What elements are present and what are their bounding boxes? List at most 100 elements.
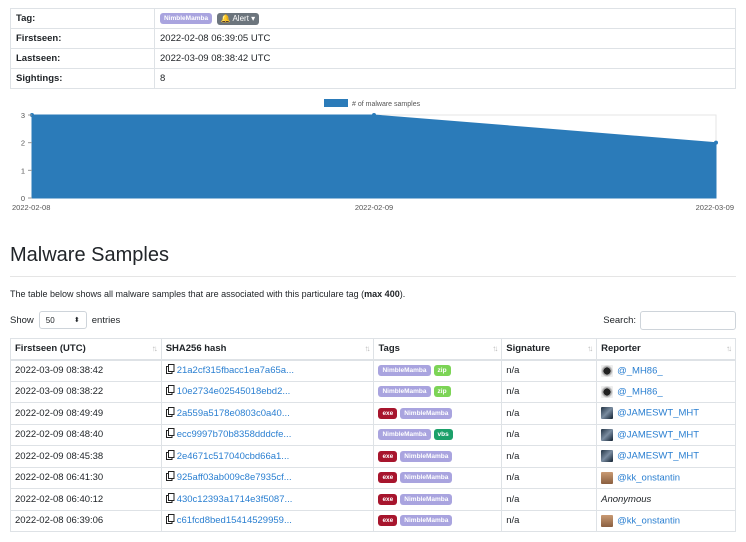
table-row: 2022-02-08 06:39:06 c61fcd8bed15414529959…	[10, 509, 736, 532]
reporter-link[interactable]: @kk_onstantin	[617, 515, 681, 527]
hash-cell: 925aff03ab009c8e7935cf...	[160, 466, 375, 489]
tag-label: Tag:	[10, 8, 155, 29]
column-header[interactable]: Signature ↑↓	[501, 338, 598, 361]
avatar	[601, 471, 614, 484]
avatar	[601, 407, 614, 420]
table-row: 2022-02-09 08:45:38 2e4671c517040cbd66a1.…	[10, 445, 736, 468]
tag-badge[interactable]: NimbleMamba	[160, 13, 213, 24]
hash-cell: c61fcd8bed15414529959...	[160, 509, 375, 532]
tag-badge[interactable]: zip	[433, 364, 451, 376]
table-row: 2022-02-09 08:48:40 ecc9997b70b8358dddcfe…	[10, 423, 736, 446]
table-row: 2022-02-08 06:40:12 430c12393a1714e3f5087…	[10, 488, 736, 511]
entries-control: Show 50 ⬍ entries	[10, 311, 120, 329]
tag-badge[interactable]: exe	[378, 407, 398, 419]
hash-link[interactable]: ecc9997b70b8358dddcfe...	[176, 429, 292, 441]
tag-badge[interactable]: NimbleMamba	[378, 429, 431, 441]
reporter-link[interactable]: @_MH86_	[617, 365, 663, 377]
signature-cell: n/a	[501, 380, 598, 403]
firstseen-cell: 2022-03-09 08:38:42	[10, 359, 162, 382]
sightings-value: 8	[154, 68, 736, 89]
hash-link[interactable]: 925aff03ab009c8e7935cf...	[176, 472, 292, 484]
copy-icon[interactable]	[165, 471, 175, 484]
reporter-cell: @JAMESWT_MHT	[596, 423, 736, 446]
hash-link[interactable]: 430c12393a1714e3f5087...	[176, 493, 293, 505]
reporter-link[interactable]: @JAMESWT_MHT	[617, 429, 700, 441]
x-tick-label: 2022-03-09	[696, 203, 734, 212]
search-control: Search:	[603, 311, 736, 330]
copy-icon[interactable]	[165, 385, 175, 398]
tag-badge[interactable]: NimbleMamba	[400, 472, 453, 484]
firstseen-value: 2022-02-08 06:39:05 UTC	[154, 28, 736, 49]
copy-icon[interactable]	[165, 428, 175, 441]
tags-cell: exe NimbleMamba	[373, 488, 503, 511]
column-header[interactable]: SHA256 hash ↑↓	[160, 338, 375, 361]
copy-icon[interactable]	[165, 449, 175, 463]
hash-link[interactable]: 21a2cf315fbacc1ea7a65a...	[176, 365, 294, 377]
copy-icon[interactable]	[165, 492, 175, 506]
column-header[interactable]: Reporter ↑↓	[596, 338, 736, 361]
signature-cell: n/a	[501, 359, 598, 382]
tag-badge[interactable]: NimbleMamba	[400, 515, 453, 527]
tag-badge[interactable]: NimbleMamba	[400, 407, 453, 419]
tags-cell: NimbleMamba vbs	[373, 423, 503, 446]
reporter-cell: @_MH86_	[596, 380, 736, 403]
hash-cell: 2a559a5178e0803c0a40...	[160, 402, 375, 425]
legend-label: # of malware samples	[352, 101, 421, 108]
hash-link[interactable]: 2e4671c517040cbd66a1...	[176, 450, 290, 462]
signature-cell: n/a	[501, 488, 598, 511]
hash-cell: ecc9997b70b8358dddcfe...	[160, 423, 375, 446]
hash-link[interactable]: c61fcd8bed15414529959...	[176, 515, 292, 527]
desc-prefix: The table below shows all malware sample…	[10, 289, 365, 299]
section-title: Malware Samples	[10, 244, 169, 266]
y-tick-label: 2	[21, 139, 25, 148]
tag-badge[interactable]: exe	[378, 515, 398, 527]
chevron-updown-icon: ⬍	[73, 317, 80, 324]
signature-cell: n/a	[501, 509, 598, 532]
hash-link[interactable]: 2a559a5178e0803c0a40...	[176, 407, 290, 419]
sort-icon: ↑↓	[492, 344, 498, 353]
samples-chart: 3 2 1 0 2022-02-08 2022-02-09 2022-03-09 # of m…	[10, 97, 736, 219]
hash-link[interactable]: 10e2734e02545018ebd2...	[176, 386, 291, 398]
tags-cell: exe NimbleMamba	[373, 466, 503, 489]
column-header[interactable]: Tags ↑↓	[373, 338, 503, 361]
entries-select[interactable]: 50 ⬍	[38, 311, 87, 329]
samples-table: Firstseen (UTC) ↑↓ SHA256 hash ↑↓ Tags ↑↓ Sign…	[10, 338, 736, 532]
alert-label: Alert	[232, 13, 249, 23]
column-header[interactable]: Firstseen (UTC) ↑↓	[10, 338, 162, 361]
signature-cell: n/a	[501, 423, 598, 446]
firstseen-cell: 2022-02-09 08:48:40	[10, 423, 162, 446]
tag-badge[interactable]: zip	[433, 386, 451, 398]
y-tick-label: 3	[21, 111, 25, 120]
reporter-cell: @kk_onstantin	[596, 466, 736, 489]
reporter-link[interactable]: @JAMESWT_MHT	[617, 450, 700, 462]
tag-badge[interactable]: exe	[378, 450, 398, 462]
lastseen-label: Lastseen:	[10, 48, 155, 69]
alert-button[interactable]: 🔔 Alert ▾	[216, 12, 260, 25]
reporter-link[interactable]: @_MH86_	[617, 386, 663, 398]
copy-icon[interactable]	[165, 514, 175, 527]
y-tick-label: 0	[21, 194, 25, 203]
signature-cell: n/a	[501, 445, 598, 468]
tags-cell: exe NimbleMamba	[373, 445, 503, 468]
tag-badge[interactable]: NimbleMamba	[400, 493, 453, 505]
tag-badge[interactable]: NimbleMamba	[378, 386, 431, 398]
tag-badge[interactable]: NimbleMamba	[378, 364, 431, 376]
reporter-link[interactable]: @kk_onstantin	[617, 472, 681, 484]
sort-icon: ↑↓	[151, 344, 158, 353]
reporter-link[interactable]: @JAMESWT_MHT	[617, 407, 700, 419]
tag-badge[interactable]: NimbleMamba	[400, 450, 453, 462]
firstseen-cell: 2022-02-09 08:45:38	[10, 445, 162, 468]
firstseen-label: Firstseen:	[10, 28, 155, 49]
entries-label: entries	[91, 314, 121, 326]
search-input[interactable]	[640, 311, 736, 330]
caret-down-icon: ▾	[251, 13, 256, 23]
tag-badge[interactable]: exe	[378, 493, 398, 505]
copy-icon[interactable]	[165, 406, 175, 420]
tag-badge[interactable]: vbs	[433, 429, 453, 441]
signature-cell: n/a	[501, 402, 598, 425]
show-label: Show	[10, 314, 34, 326]
tag-badge[interactable]: exe	[378, 472, 398, 484]
tag-info-table: Tag: NimbleMamba 🔔 Alert ▾ Firstseen: 20…	[10, 8, 736, 89]
copy-icon[interactable]	[165, 364, 175, 377]
